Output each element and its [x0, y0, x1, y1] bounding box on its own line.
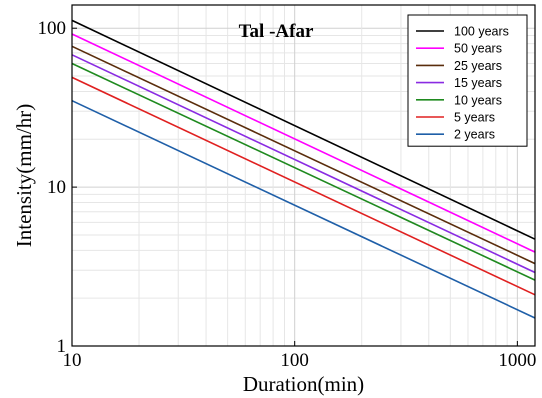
x-tick-labels: 10 100 1000 [63, 341, 536, 371]
y-tick-label: 10 [47, 177, 66, 198]
x-tick-label: 1000 [498, 350, 536, 371]
series-lines [71, 19, 536, 319]
legend-label: 5 years [454, 111, 495, 125]
legend-label: 50 years [454, 42, 502, 56]
legend-label: 25 years [454, 59, 502, 73]
legend-label: 100 years [454, 25, 509, 39]
y-tick-labels: 1 10 100 [38, 18, 77, 357]
series-line-50-years [71, 33, 536, 253]
legend-label: 10 years [454, 93, 502, 107]
x-tick-label: 10 [63, 350, 82, 371]
plot-frame [71, 4, 536, 347]
series-line-5-years [71, 76, 536, 296]
legend-label: 2 years [454, 128, 495, 142]
legend-label: 15 years [454, 76, 502, 90]
series-line-15-years [71, 54, 536, 274]
series-line-2-years [71, 99, 536, 319]
y-axis-label: Intensity(mm/hr) [12, 104, 36, 247]
series-line-10-years [71, 62, 536, 281]
series-line-100-years [71, 19, 536, 240]
x-tick-label: 100 [280, 350, 309, 371]
y-tick-label: 100 [38, 18, 67, 39]
legend-box [407, 14, 528, 147]
legend: 100 years 50 years 25 years 15 years 10 year… [407, 14, 528, 147]
y-tick-label: 1 [57, 336, 67, 357]
series-line-25-years [71, 45, 536, 265]
x-axis-label: Duration(min) [243, 372, 364, 396]
chart-title: Tal -Afar [239, 21, 314, 42]
